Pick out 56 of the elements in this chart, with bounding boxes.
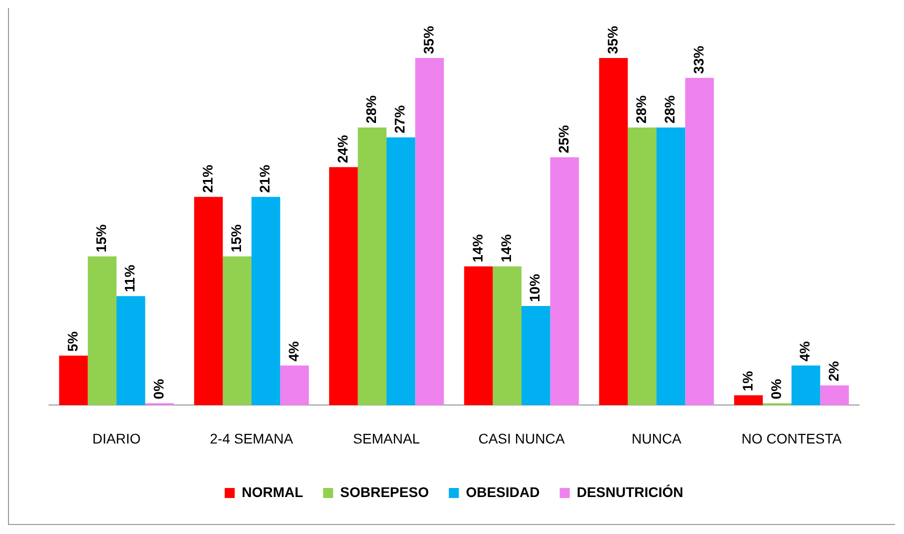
data-label: 21% (256, 164, 273, 193)
legend-label: NORMAL (242, 484, 304, 500)
bar (59, 356, 88, 406)
legend-label: DESNUTRICIÓN (576, 484, 684, 500)
data-label: 0% (150, 378, 166, 400)
data-label: 15% (228, 224, 244, 252)
bar (522, 306, 550, 406)
data-label: 2% (825, 360, 842, 382)
bar (252, 196, 280, 406)
bar (280, 366, 309, 406)
data-label: 24% (334, 134, 350, 164)
data-label: 0% (768, 378, 784, 400)
data-label: 28% (363, 94, 380, 124)
data-label: 14% (498, 234, 514, 262)
bar (685, 78, 714, 406)
data-label: 35% (420, 25, 436, 54)
bar (116, 296, 146, 406)
bar (415, 58, 444, 406)
bar (464, 266, 493, 406)
data-label: 25% (555, 124, 572, 154)
bar (656, 127, 686, 406)
data-label: 5% (64, 330, 80, 352)
bar (386, 137, 416, 406)
data-label: 1% (739, 370, 756, 392)
bar (88, 256, 116, 406)
x-tick-label: SEMANAL (353, 430, 420, 446)
data-label: 33% (690, 45, 706, 74)
bar (628, 127, 656, 406)
data-label: 35% (604, 25, 620, 54)
x-tick-label: NUNCA (632, 430, 682, 446)
bar (329, 167, 358, 406)
legend-label: OBESIDAD (466, 484, 540, 500)
data-label: 4% (285, 340, 302, 362)
bar (820, 385, 849, 406)
x-tick-label: 2-4 SEMANA (210, 430, 294, 446)
data-label: 14% (469, 234, 486, 262)
bar (599, 58, 628, 406)
x-tick-label: NO CONTESTA (741, 430, 842, 446)
bar (550, 157, 579, 406)
data-label: 28% (633, 94, 650, 124)
bar (222, 256, 252, 406)
data-label: 10% (526, 273, 543, 302)
data-label: 11% (122, 264, 138, 292)
bar (734, 395, 763, 406)
x-tick-label: CASI NUNCA (478, 430, 566, 446)
bar (358, 127, 386, 406)
bar (792, 366, 820, 406)
bar (492, 266, 522, 406)
data-label: 28% (662, 94, 678, 124)
data-label: 27% (392, 104, 408, 134)
legend-label: SOBREPESO (340, 484, 429, 500)
x-tick-label: DIARIO (92, 430, 141, 446)
data-label: 15% (93, 224, 110, 252)
bar (194, 196, 223, 406)
data-label: 21% (199, 164, 216, 193)
data-label: 4% (796, 340, 813, 362)
